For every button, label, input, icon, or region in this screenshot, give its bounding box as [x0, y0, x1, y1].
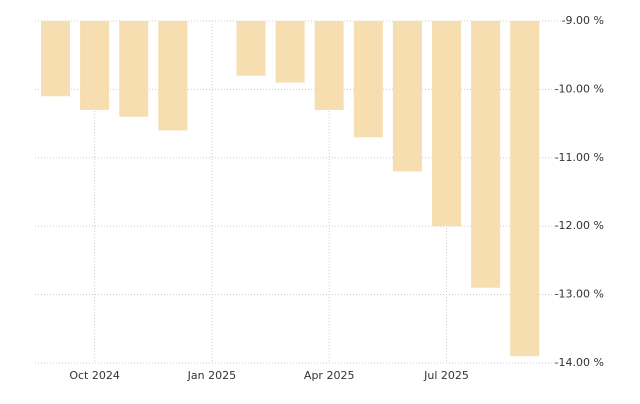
bar [432, 21, 461, 227]
y-tick-label: -14.00 % [555, 356, 604, 369]
bar [471, 21, 501, 288]
bar [80, 21, 110, 110]
y-tick-label: -12.00 % [555, 219, 604, 232]
x-tick-label: Oct 2024 [69, 369, 120, 382]
x-tick-label: Apr 2025 [304, 369, 355, 382]
bar [392, 21, 422, 172]
x-tick-label: Jan 2025 [187, 369, 236, 382]
bar [510, 21, 540, 357]
bar [119, 21, 149, 117]
x-tick-label: Jul 2025 [423, 369, 469, 382]
y-tick-label: -13.00 % [555, 288, 604, 301]
bar [353, 21, 383, 138]
bar [41, 21, 70, 97]
y-tick-label: -9.00 % [562, 14, 604, 27]
y-tick-label: -11.00 % [555, 151, 604, 164]
bar [236, 21, 266, 76]
bar [275, 21, 305, 83]
bar [314, 21, 344, 110]
y-tick-label: -10.00 % [555, 82, 604, 95]
bar [158, 21, 188, 131]
